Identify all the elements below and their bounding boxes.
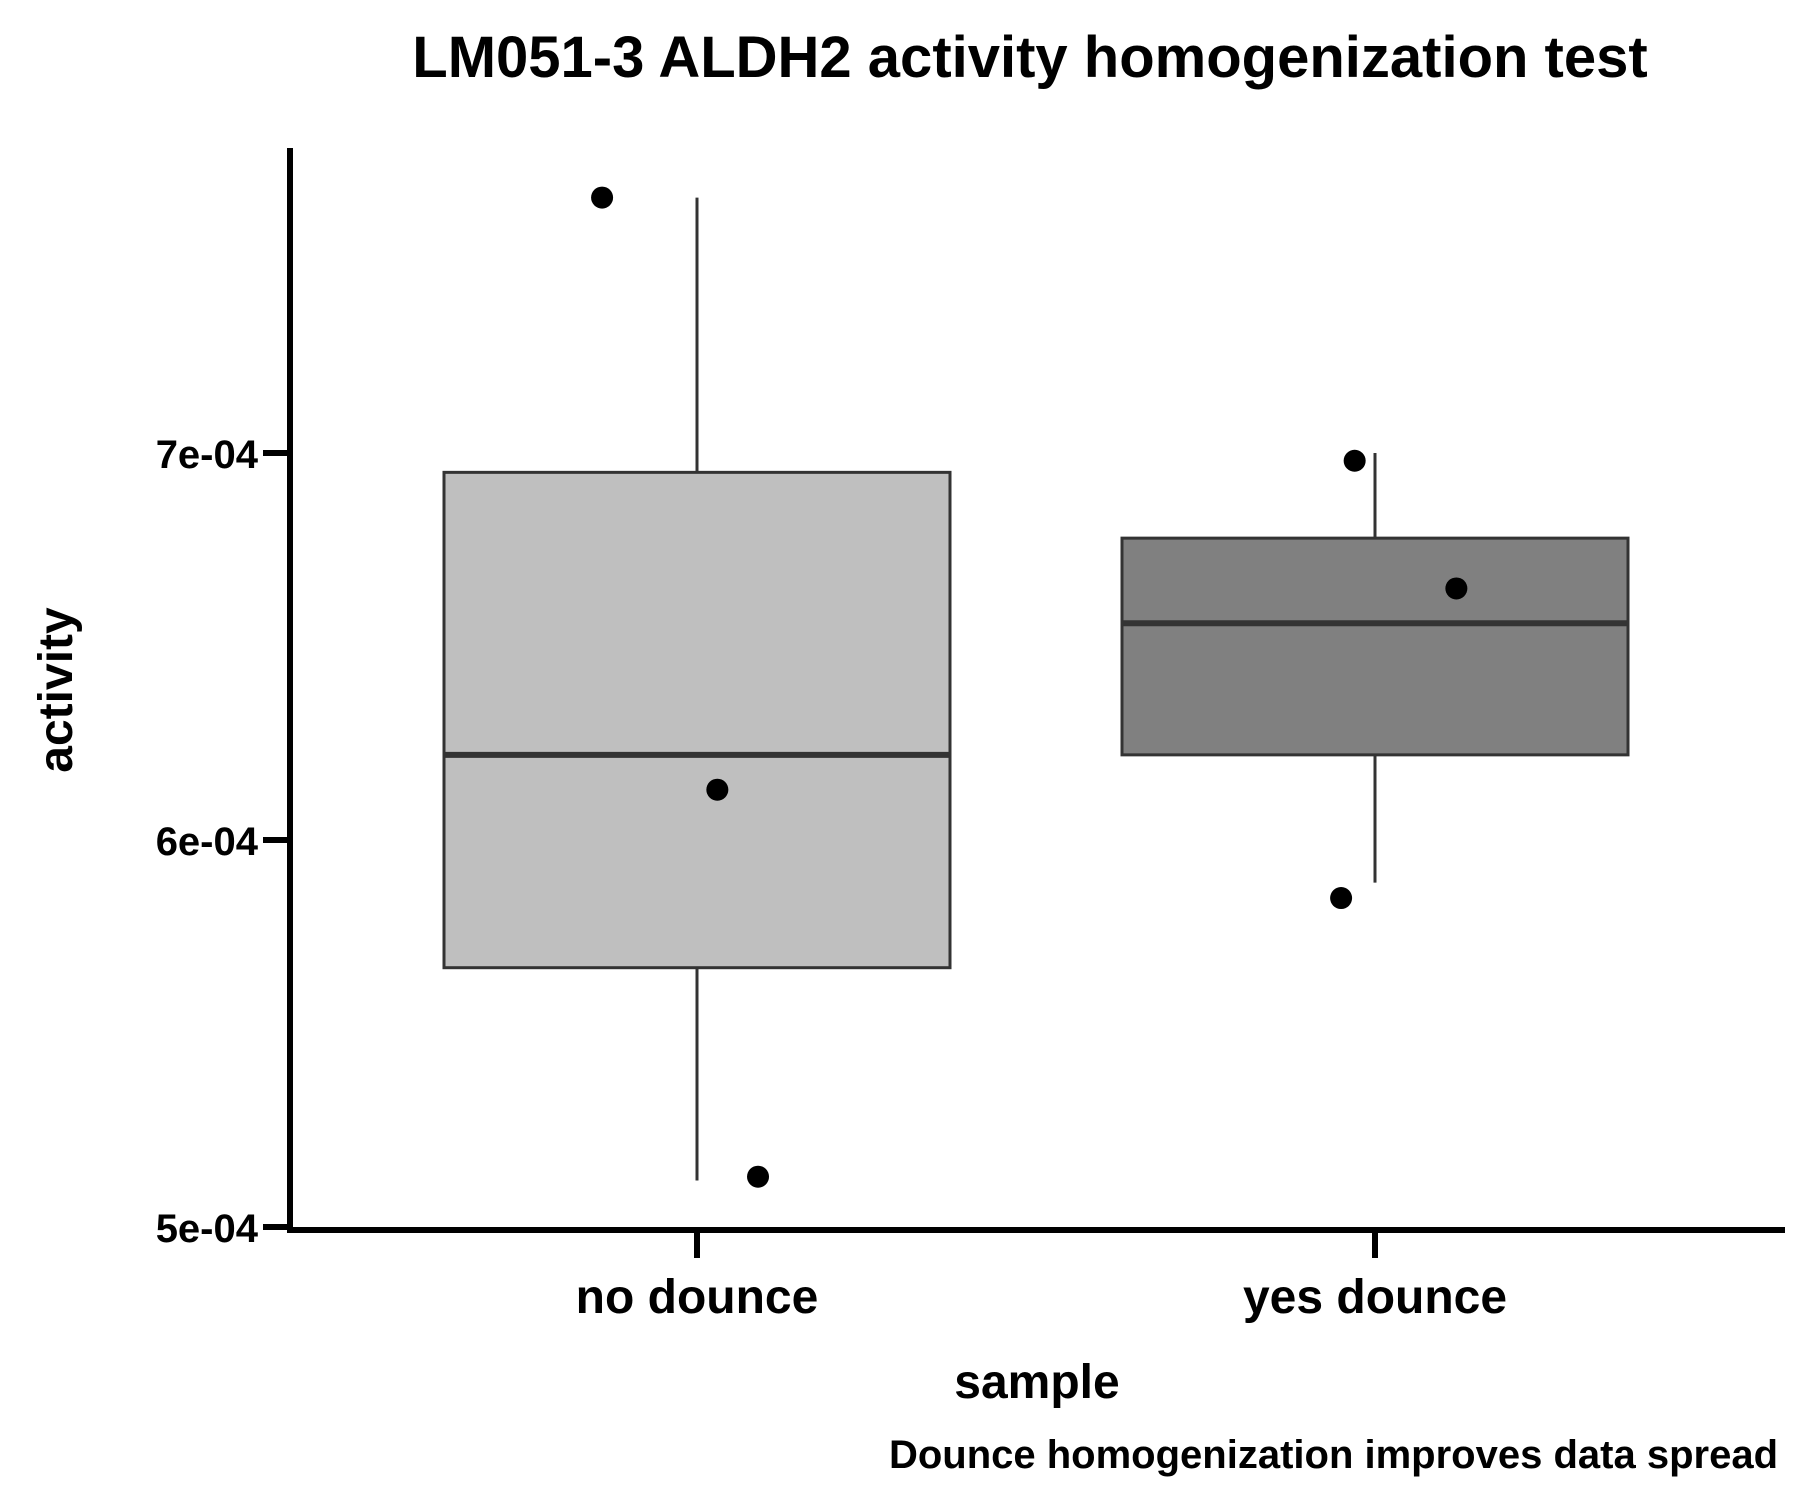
iqr-box bbox=[1120, 536, 1630, 757]
data-point bbox=[706, 778, 729, 801]
y-tick-label: 5e-04 bbox=[156, 1207, 259, 1251]
data-point bbox=[1330, 887, 1353, 910]
plot-area bbox=[442, 186, 1630, 1188]
data-point bbox=[1445, 577, 1468, 600]
data-point bbox=[591, 186, 614, 209]
y-tick-label: 7e-04 bbox=[156, 433, 259, 477]
x-axis-ticks: no dounce yes dounce bbox=[576, 1230, 1507, 1324]
data-point bbox=[1343, 449, 1366, 472]
x-axis-label: sample bbox=[954, 1356, 1119, 1409]
iqr-box bbox=[442, 470, 952, 970]
y-axis-label: activity bbox=[30, 607, 83, 773]
chart-caption: Dounce homogenization improves data spre… bbox=[889, 1433, 1778, 1477]
box-group-yes-dounce bbox=[1120, 449, 1630, 910]
data-point bbox=[747, 1165, 770, 1188]
y-axis-ticks: 5e-04 6e-04 7e-04 bbox=[156, 433, 290, 1251]
box-group-no-dounce bbox=[442, 186, 952, 1188]
x-tick-label: no dounce bbox=[576, 1271, 819, 1324]
y-tick-label: 6e-04 bbox=[156, 820, 259, 864]
chart-title: LM051-3 ALDH2 activity homogenization te… bbox=[412, 25, 1647, 90]
x-tick-label: yes dounce bbox=[1243, 1271, 1507, 1324]
